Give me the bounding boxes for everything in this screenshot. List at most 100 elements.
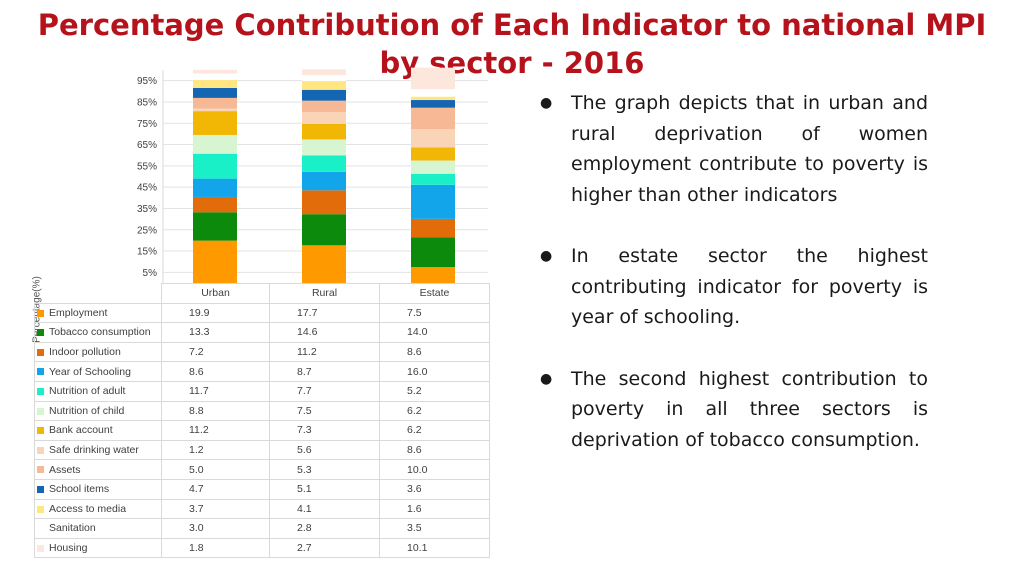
value-cell: 11.2 (269, 341, 380, 363)
legend-cell: Tobacco consumption (34, 322, 162, 343)
bullet-text: The second highest contribution to pover… (571, 367, 928, 451)
y-tick-label: 65% (137, 140, 157, 151)
bullet-list: ● The graph depicts that in urban and rur… (540, 88, 928, 486)
table-row: Bank account 11.2 7.3 6.2 (34, 420, 490, 441)
legend-swatch (37, 387, 44, 395)
y-tick-label: 35% (137, 204, 157, 215)
y-tick-label: 75% (137, 119, 157, 130)
y-tick-label: 15% (137, 247, 157, 258)
value-cell: 2.8 (269, 518, 380, 539)
y-tick-label: 85% (137, 97, 157, 108)
value-cell: 8.6 (379, 439, 490, 461)
data-table-body: Employment 19.9 17.7 7.5 Tobacco consumption… (34, 302, 490, 559)
value-cell: 5.6 (269, 439, 380, 461)
bar-segment (302, 75, 346, 82)
bar-segment (302, 139, 346, 156)
value-cell: 3.6 (379, 478, 490, 500)
bar-segment (193, 240, 237, 283)
legend-label: Year of Schooling (49, 365, 131, 378)
legend-swatch (37, 309, 44, 317)
value-cell: 2.7 (269, 537, 380, 559)
bar-segment (411, 218, 455, 238)
y-tick-label: 45% (137, 183, 157, 194)
legend-label: Nutrition of adult (49, 385, 126, 398)
bar-segment (302, 171, 346, 191)
bar-segment (302, 89, 346, 101)
bar-segment (302, 100, 346, 112)
column-header-rural: Rural (269, 283, 380, 304)
legend-cell: Nutrition of child (34, 400, 162, 422)
bar-segment (411, 89, 455, 97)
stacked-bar-chart: 5% 15% 25% 35% 45% 55% 65% 75% 85% 95% (137, 67, 488, 283)
legend-swatch (37, 505, 44, 513)
table-row: Year of Schooling 8.6 8.7 16.0 (34, 361, 490, 382)
bar-segment (302, 214, 346, 246)
bullet-text: The graph depicts that in urban and rura… (571, 92, 928, 206)
value-cell: 3.7 (161, 498, 270, 520)
bar-segment (411, 184, 455, 219)
value-cell: 7.2 (161, 341, 270, 363)
bar-segment (193, 97, 237, 109)
table-row: Nutrition of adult 11.7 7.7 5.2 (34, 380, 490, 402)
value-cell: 14.6 (269, 322, 380, 343)
value-cell: 13.3 (161, 322, 270, 343)
legend-swatch (37, 466, 44, 474)
legend-label: Safe drinking water (49, 444, 139, 457)
value-cell: 4.1 (269, 498, 380, 520)
slide-title: Percentage Contribution of Each Indicato… (0, 6, 1024, 82)
legend-swatch (37, 446, 44, 454)
table-row: Nutrition of child 8.8 7.5 6.2 (34, 400, 490, 422)
table-row: Assets 5.0 5.3 10.0 (34, 459, 490, 480)
value-cell: 11.2 (161, 420, 270, 441)
y-tick-label: 25% (137, 225, 157, 236)
bar-segment (302, 81, 346, 90)
value-cell: 3.5 (379, 518, 490, 539)
legend-swatch (37, 525, 44, 533)
bar-segment (193, 80, 237, 88)
legend-cell: Indoor pollution (34, 341, 162, 363)
legend-label: School items (49, 483, 110, 496)
value-cell: 7.7 (269, 380, 380, 402)
bar-segment (411, 147, 455, 161)
legend-cell: Safe drinking water (34, 439, 162, 461)
table-corner-cell (34, 283, 162, 304)
bullet-item: ● The graph depicts that in urban and rur… (540, 88, 928, 210)
value-cell: 7.3 (269, 420, 380, 441)
bar-segment (411, 267, 455, 283)
value-cell: 6.2 (379, 420, 490, 441)
bar-segment (411, 107, 455, 130)
bar-segment (302, 123, 346, 140)
value-cell: 16.0 (379, 361, 490, 382)
bullet-text: In estate sector the highest contributin… (571, 245, 928, 328)
column-header-urban: Urban (161, 283, 270, 304)
value-cell: 4.7 (161, 478, 270, 500)
legend-cell: Year of Schooling (34, 361, 162, 382)
value-cell: 5.3 (269, 459, 380, 480)
table-row: Safe drinking water 1.2 5.6 8.6 (34, 439, 490, 461)
legend-swatch (37, 544, 44, 552)
bar-segment (411, 96, 455, 101)
bullet-dot-icon: ● (540, 248, 553, 264)
y-tick-label: 5% (143, 268, 158, 279)
y-tick-label: 95% (137, 76, 157, 87)
bar-segment (193, 196, 237, 213)
legend-label: Nutrition of child (49, 404, 125, 417)
value-cell: 8.6 (379, 341, 490, 363)
value-cell: 8.8 (161, 400, 270, 422)
legend-swatch (37, 329, 44, 337)
value-cell: 14.0 (379, 322, 490, 343)
value-cell: 5.1 (269, 478, 380, 500)
bar-segment (193, 73, 237, 81)
bar-segment (302, 245, 346, 283)
slide-title-line-1: Percentage Contribution of Each Indicato… (37, 8, 987, 42)
legend-label: Assets (49, 463, 81, 476)
legend-label: Sanitation (49, 522, 96, 535)
bar-segment (193, 69, 237, 74)
legend-cell: Sanitation (34, 518, 162, 539)
legend-cell: School items (34, 478, 162, 500)
table-row: Housing 1.8 2.7 10.1 (34, 537, 490, 559)
bar-segment (411, 237, 455, 268)
value-cell: 10.0 (379, 459, 490, 480)
bullet-dot-icon: ● (540, 370, 553, 387)
legend-swatch (37, 427, 44, 435)
